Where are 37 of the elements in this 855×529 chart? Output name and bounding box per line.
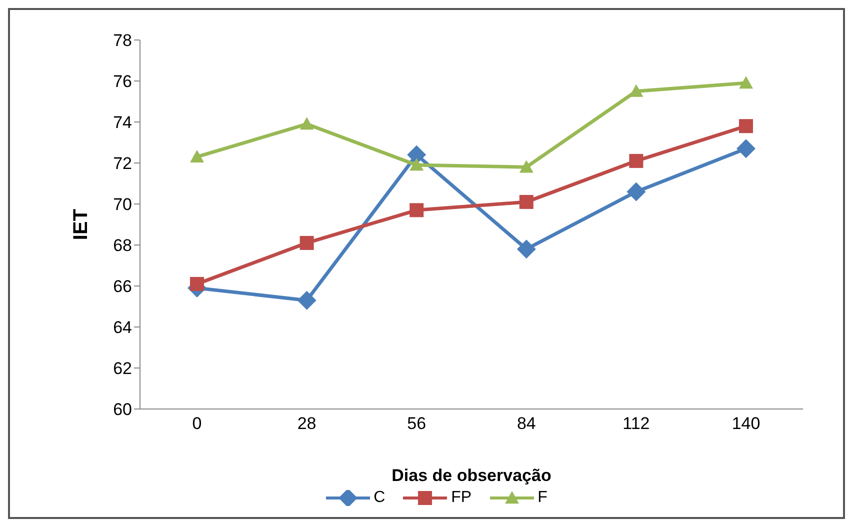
y-tick-label: 62: [113, 359, 132, 378]
y-tick-label: 78: [113, 31, 132, 50]
y-axis-title: IET: [70, 208, 92, 240]
point: [629, 154, 644, 168]
legend-label: F: [536, 489, 548, 507]
y-tick-label: 66: [113, 277, 132, 296]
legend-label: FP: [450, 489, 472, 507]
point: [626, 182, 646, 202]
x-axis-title: Dias de observação: [392, 466, 552, 485]
x-tick-label: 0: [192, 414, 202, 434]
y-tick-label: 74: [113, 113, 132, 132]
point: [519, 194, 534, 209]
y-tick-label: 60: [113, 400, 132, 420]
legend-label: C: [372, 489, 386, 507]
point: [739, 76, 753, 89]
point: [519, 160, 534, 173]
x-tick-label: 28: [297, 414, 316, 434]
point: [190, 276, 204, 291]
y-tick-label: 72: [113, 154, 132, 174]
point: [410, 158, 424, 171]
point: [629, 84, 644, 97]
y-tick-label: 64: [113, 318, 132, 338]
point: [297, 290, 316, 310]
y-tick-label: 76: [113, 72, 132, 92]
x-tick-label: 56: [407, 414, 426, 434]
y-tick-label: 70: [113, 195, 132, 214]
point: [190, 150, 204, 162]
point: [739, 119, 753, 134]
y-tick-label: 68: [113, 236, 132, 256]
point: [410, 203, 424, 218]
point: [300, 117, 314, 130]
point: [516, 240, 536, 259]
point: [736, 139, 756, 158]
x-tick-label: 112: [622, 414, 650, 434]
point: [300, 236, 314, 250]
x-tick-label: 84: [516, 414, 536, 434]
x-tick-label: 140: [732, 414, 760, 434]
